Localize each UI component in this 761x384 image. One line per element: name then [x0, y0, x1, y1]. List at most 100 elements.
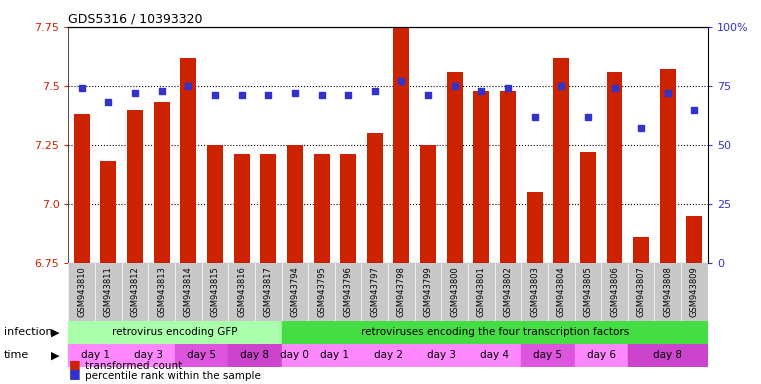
Text: transformed count: transformed count [85, 361, 183, 371]
Point [262, 92, 274, 98]
Point [315, 92, 327, 98]
Point [448, 83, 460, 89]
Text: day 4: day 4 [480, 350, 509, 360]
Bar [468, 344, 521, 367]
Point [635, 125, 647, 131]
Point [342, 92, 354, 98]
Text: GSM943796: GSM943796 [344, 266, 352, 317]
Point [182, 83, 194, 89]
Bar [553, 58, 569, 263]
Point [688, 106, 700, 113]
Text: GSM943817: GSM943817 [264, 266, 272, 317]
Text: GSM943812: GSM943812 [131, 266, 139, 317]
Bar [686, 216, 702, 263]
Bar [548, 263, 575, 321]
Bar [255, 263, 282, 321]
Text: GSM943801: GSM943801 [477, 266, 486, 317]
Bar [473, 91, 489, 263]
Bar [628, 344, 708, 367]
Bar [260, 154, 276, 263]
Point [209, 92, 221, 98]
Text: GSM943795: GSM943795 [317, 266, 326, 317]
Text: day 2: day 2 [374, 350, 403, 360]
Text: GSM943808: GSM943808 [664, 266, 672, 317]
Bar [575, 344, 628, 367]
Text: GSM943811: GSM943811 [104, 266, 113, 317]
Text: GSM943809: GSM943809 [690, 266, 699, 317]
Text: day 5: day 5 [533, 350, 562, 360]
Point [501, 85, 514, 91]
Bar [633, 237, 649, 263]
Point [608, 85, 620, 91]
Text: GSM943816: GSM943816 [237, 266, 246, 317]
Point [288, 90, 301, 96]
Bar [308, 344, 361, 367]
Point [422, 92, 434, 98]
Text: day 8: day 8 [240, 350, 269, 360]
Bar [388, 263, 415, 321]
Bar [500, 91, 516, 263]
Text: GSM943810: GSM943810 [78, 266, 86, 317]
Text: retroviruses encoding the four transcription factors: retroviruses encoding the four transcrip… [361, 327, 629, 337]
Bar [527, 192, 543, 263]
Point [581, 114, 594, 120]
Text: GSM943814: GSM943814 [184, 266, 193, 317]
Text: day 1: day 1 [320, 350, 349, 360]
Bar [154, 103, 170, 263]
Point [155, 88, 167, 94]
Bar [314, 154, 330, 263]
Bar [415, 263, 441, 321]
Bar [175, 263, 202, 321]
Point [661, 90, 674, 96]
Bar [420, 145, 436, 263]
Bar [681, 263, 708, 321]
Text: day 3: day 3 [134, 350, 163, 360]
Bar [601, 263, 628, 321]
Text: day 3: day 3 [427, 350, 456, 360]
Text: GSM943813: GSM943813 [158, 266, 166, 317]
Text: time: time [4, 350, 29, 360]
Bar [95, 263, 122, 321]
Bar [68, 263, 95, 321]
Text: ▶: ▶ [51, 350, 59, 360]
Bar [148, 263, 175, 321]
Text: ▶: ▶ [51, 327, 59, 337]
Bar [361, 344, 415, 367]
Point [102, 99, 114, 106]
Bar [367, 133, 383, 263]
Text: GSM943802: GSM943802 [504, 266, 512, 317]
Bar [228, 344, 282, 367]
Text: day 8: day 8 [653, 350, 683, 360]
Bar [282, 263, 308, 321]
Point [75, 85, 88, 91]
Text: GSM943800: GSM943800 [451, 266, 459, 317]
Bar [228, 263, 255, 321]
Text: day 1: day 1 [81, 350, 110, 360]
Bar [282, 344, 308, 367]
Bar [74, 114, 90, 263]
Point [528, 114, 540, 120]
Bar [287, 145, 303, 263]
Bar [175, 344, 228, 367]
Bar [122, 263, 148, 321]
Text: percentile rank within the sample: percentile rank within the sample [85, 371, 261, 381]
Bar [361, 263, 388, 321]
Bar [468, 263, 495, 321]
Bar [340, 154, 356, 263]
Text: GSM943794: GSM943794 [291, 266, 299, 317]
Bar [308, 263, 335, 321]
Text: GSM943806: GSM943806 [610, 266, 619, 317]
Bar [495, 263, 521, 321]
Text: GSM943807: GSM943807 [637, 266, 645, 317]
Point [475, 88, 487, 94]
Bar [580, 152, 596, 263]
Text: ■: ■ [68, 358, 80, 371]
Text: GSM943797: GSM943797 [371, 266, 379, 317]
Text: GSM943804: GSM943804 [557, 266, 565, 317]
Bar [234, 154, 250, 263]
Bar [447, 72, 463, 263]
Text: GSM943803: GSM943803 [530, 266, 539, 317]
Text: GSM943799: GSM943799 [424, 266, 432, 317]
Bar [207, 145, 223, 263]
Bar [180, 58, 196, 263]
